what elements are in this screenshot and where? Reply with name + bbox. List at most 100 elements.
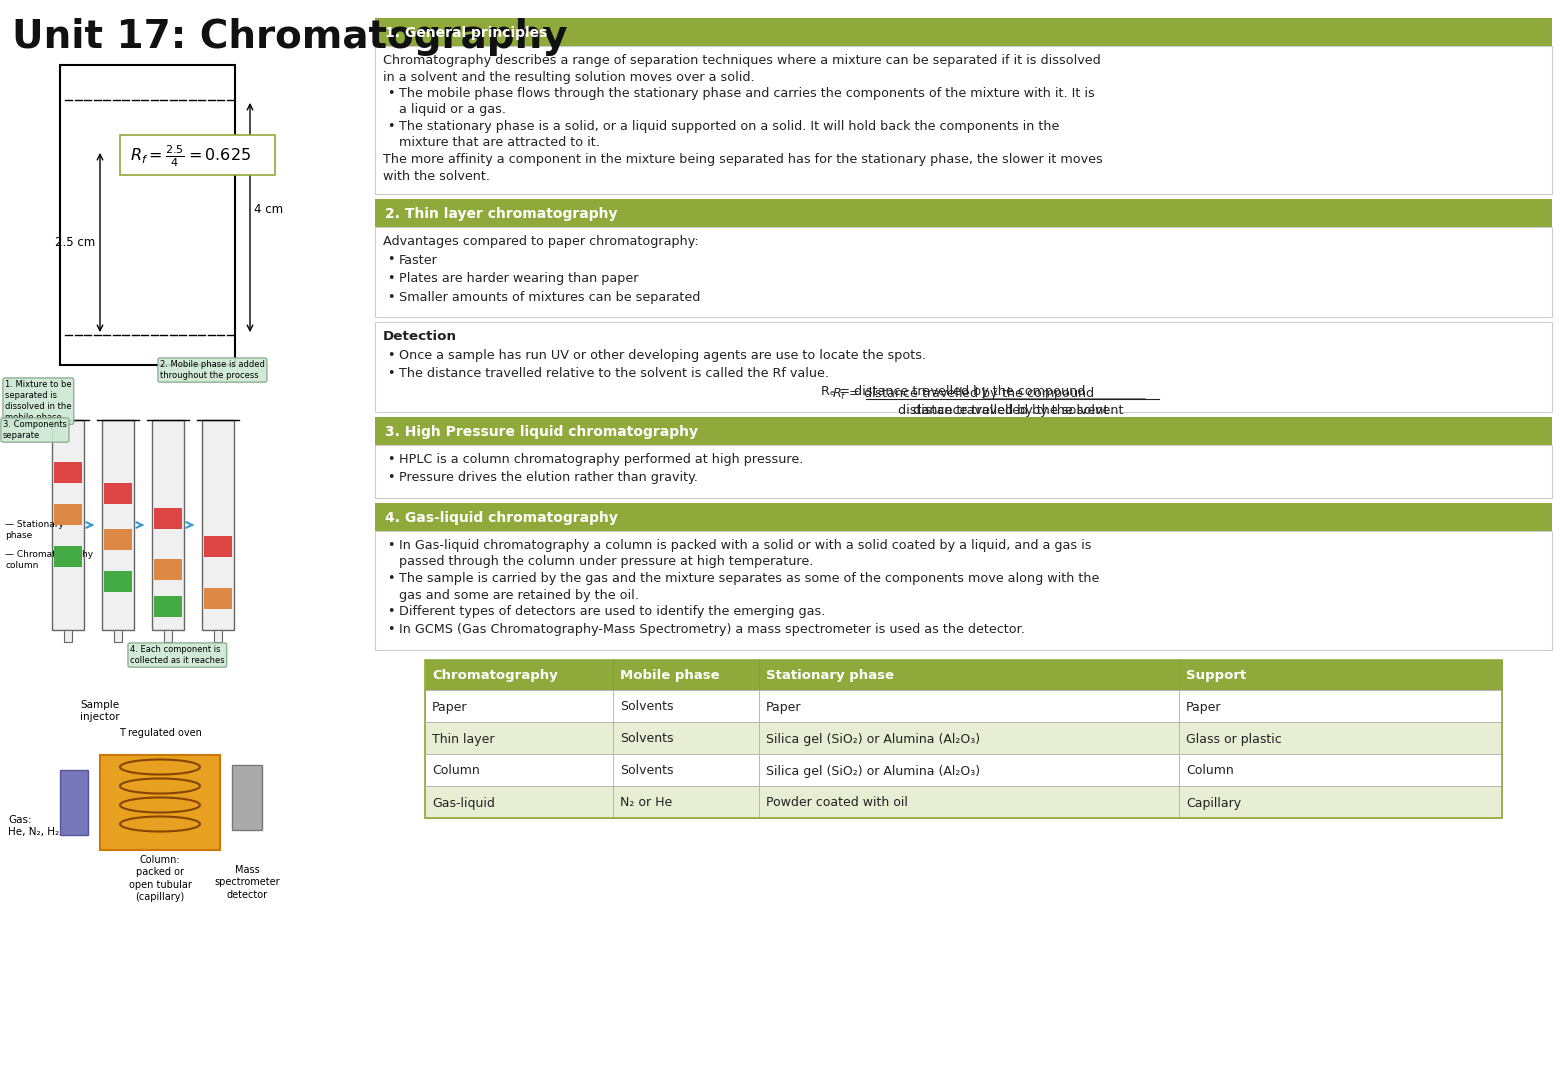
Bar [613,723,758,754]
Bar [59,770,87,835]
Text: Plates are harder wearing than paper: Plates are harder wearing than paper [399,272,638,285]
Text: 2. Mobile phase is added
throughout the process: 2. Mobile phase is added throughout the … [161,360,265,380]
Text: Paper: Paper [766,701,802,714]
Text: Mobile phase: Mobile phase [621,670,721,683]
Text: In Gas-liquid chromatography a column is packed with a solid or with a solid coa: In Gas-liquid chromatography a column is… [399,539,1092,568]
Text: Faster: Faster [399,254,438,267]
Text: distance travelled by the solvent: distance travelled by the solvent [899,404,1109,417]
Bar [154,596,183,618]
Text: •: • [387,453,395,465]
Text: The distance travelled relative to the solvent is called the Rf value.: The distance travelled relative to the s… [399,367,828,380]
Bar [1179,660,1502,690]
Bar [424,786,613,818]
Text: 1. Mixture to be
separated is
dissolved in the
mobile phase: 1. Mixture to be separated is dissolved … [5,380,72,422]
Text: Once a sample has run UV or other developing agents are use to locate the spots.: Once a sample has run UV or other develo… [399,349,927,362]
Bar [424,660,1502,818]
Bar [1179,786,1502,818]
Text: Gas:
He, N₂, H₂: Gas: He, N₂, H₂ [8,815,59,837]
Text: Chromatography: Chromatography [432,670,558,683]
Text: •: • [387,472,395,485]
Text: Sample
injector: Sample injector [80,700,120,721]
Text: Paper: Paper [1186,701,1221,714]
Text: Different types of detectors are used to identify the emerging gas.: Different types of detectors are used to… [399,605,825,618]
Text: •: • [387,291,395,303]
Bar [154,509,183,529]
Text: Rₑ = distance travelled by the compound: Rₑ = distance travelled by the compound [821,386,1086,399]
Bar [105,483,133,504]
Bar [613,690,758,723]
Bar [55,462,83,483]
Bar [374,227,1552,318]
Bar [424,690,613,723]
Text: •: • [387,272,395,285]
Bar [613,754,758,786]
Text: •: • [387,349,395,362]
Bar [105,571,133,592]
Bar [1179,754,1502,786]
Text: Solvents: Solvents [621,732,674,745]
Text: Column: Column [432,765,480,778]
Text: Solvents: Solvents [621,765,674,778]
Bar [55,504,83,525]
Text: •: • [387,254,395,267]
Text: 3. High Pressure liquid chromatography: 3. High Pressure liquid chromatography [385,426,697,438]
Text: Smaller amounts of mixtures can be separated: Smaller amounts of mixtures can be separ… [399,291,700,303]
Bar [374,18,1552,46]
Bar [51,420,84,630]
Text: 4. Each component is
collected as it reaches: 4. Each component is collected as it rea… [129,645,225,665]
Bar [424,754,613,786]
Text: Pressure drives the elution rather than gravity.: Pressure drives the elution rather than … [399,472,697,485]
Text: Support: Support [1186,670,1246,683]
Text: Unit 17: Chromatography: Unit 17: Chromatography [12,18,568,56]
Bar [758,723,1179,754]
Text: Capillary: Capillary [1186,797,1242,810]
Text: Solvents: Solvents [621,701,674,714]
Text: Paper: Paper [432,701,468,714]
Text: Column:
packed or
open tubular
(capillary): Column: packed or open tubular (capillar… [128,855,192,902]
Text: In GCMS (Gas Chromatography-Mass Spectrometry) a mass spectrometer is used as th: In GCMS (Gas Chromatography-Mass Spectro… [399,623,1025,636]
Text: The stationary phase is a solid, or a liquid supported on a solid. It will hold : The stationary phase is a solid, or a li… [399,120,1059,149]
Text: Glass or plastic: Glass or plastic [1186,732,1282,745]
Text: 1. General principles: 1. General principles [385,26,548,40]
Text: Thin layer: Thin layer [432,732,495,745]
Text: Silica gel (SiO₂) or Alumina (Al₂O₃): Silica gel (SiO₂) or Alumina (Al₂O₃) [766,765,980,778]
Text: •: • [387,605,395,618]
Bar [424,660,613,690]
Text: 2. Thin layer chromatography: 2. Thin layer chromatography [385,207,618,221]
Bar [64,630,72,642]
Text: •: • [387,572,395,585]
Text: Stationary phase: Stationary phase [766,670,894,683]
Text: Column: Column [1186,765,1234,778]
Bar [204,536,232,556]
Bar [374,322,1552,411]
Text: Gas-liquid: Gas-liquid [432,797,495,810]
Text: 2.5 cm: 2.5 cm [55,237,95,249]
Text: $R_f$ = distance travelled by the compound: $R_f$ = distance travelled by the compou… [831,386,1095,403]
Text: Detection: Detection [384,330,457,343]
Bar [55,546,83,567]
Bar [758,660,1179,690]
Text: Advantages compared to paper chromatography:: Advantages compared to paper chromatogra… [384,235,699,248]
Bar [201,420,234,630]
Text: 4. Gas-liquid chromatography: 4. Gas-liquid chromatography [385,511,618,525]
Ellipse shape [122,139,139,161]
Bar [154,558,183,580]
Text: The more affinity a component in the mixture being separated has for the station: The more affinity a component in the mix… [384,153,1103,183]
Bar [1179,690,1502,723]
Bar [204,588,232,609]
Text: The sample is carried by the gas and the mixture separates as some of the compon: The sample is carried by the gas and the… [399,572,1100,602]
Bar [758,786,1179,818]
Bar [424,723,613,754]
Bar [613,660,758,690]
Bar [214,630,222,642]
Text: HPLC is a column chromatography performed at high pressure.: HPLC is a column chromatography performe… [399,453,803,465]
Text: Mass
spectrometer
detector: Mass spectrometer detector [214,865,279,900]
Bar [114,630,122,642]
Bar [374,531,1552,650]
Bar [101,420,134,630]
Bar [100,755,220,850]
Text: — Stationary
phase: — Stationary phase [5,519,64,540]
Bar [374,445,1552,498]
Text: The mobile phase flows through the stationary phase and carries the components o: The mobile phase flows through the stati… [399,87,1095,117]
Bar [164,630,172,642]
